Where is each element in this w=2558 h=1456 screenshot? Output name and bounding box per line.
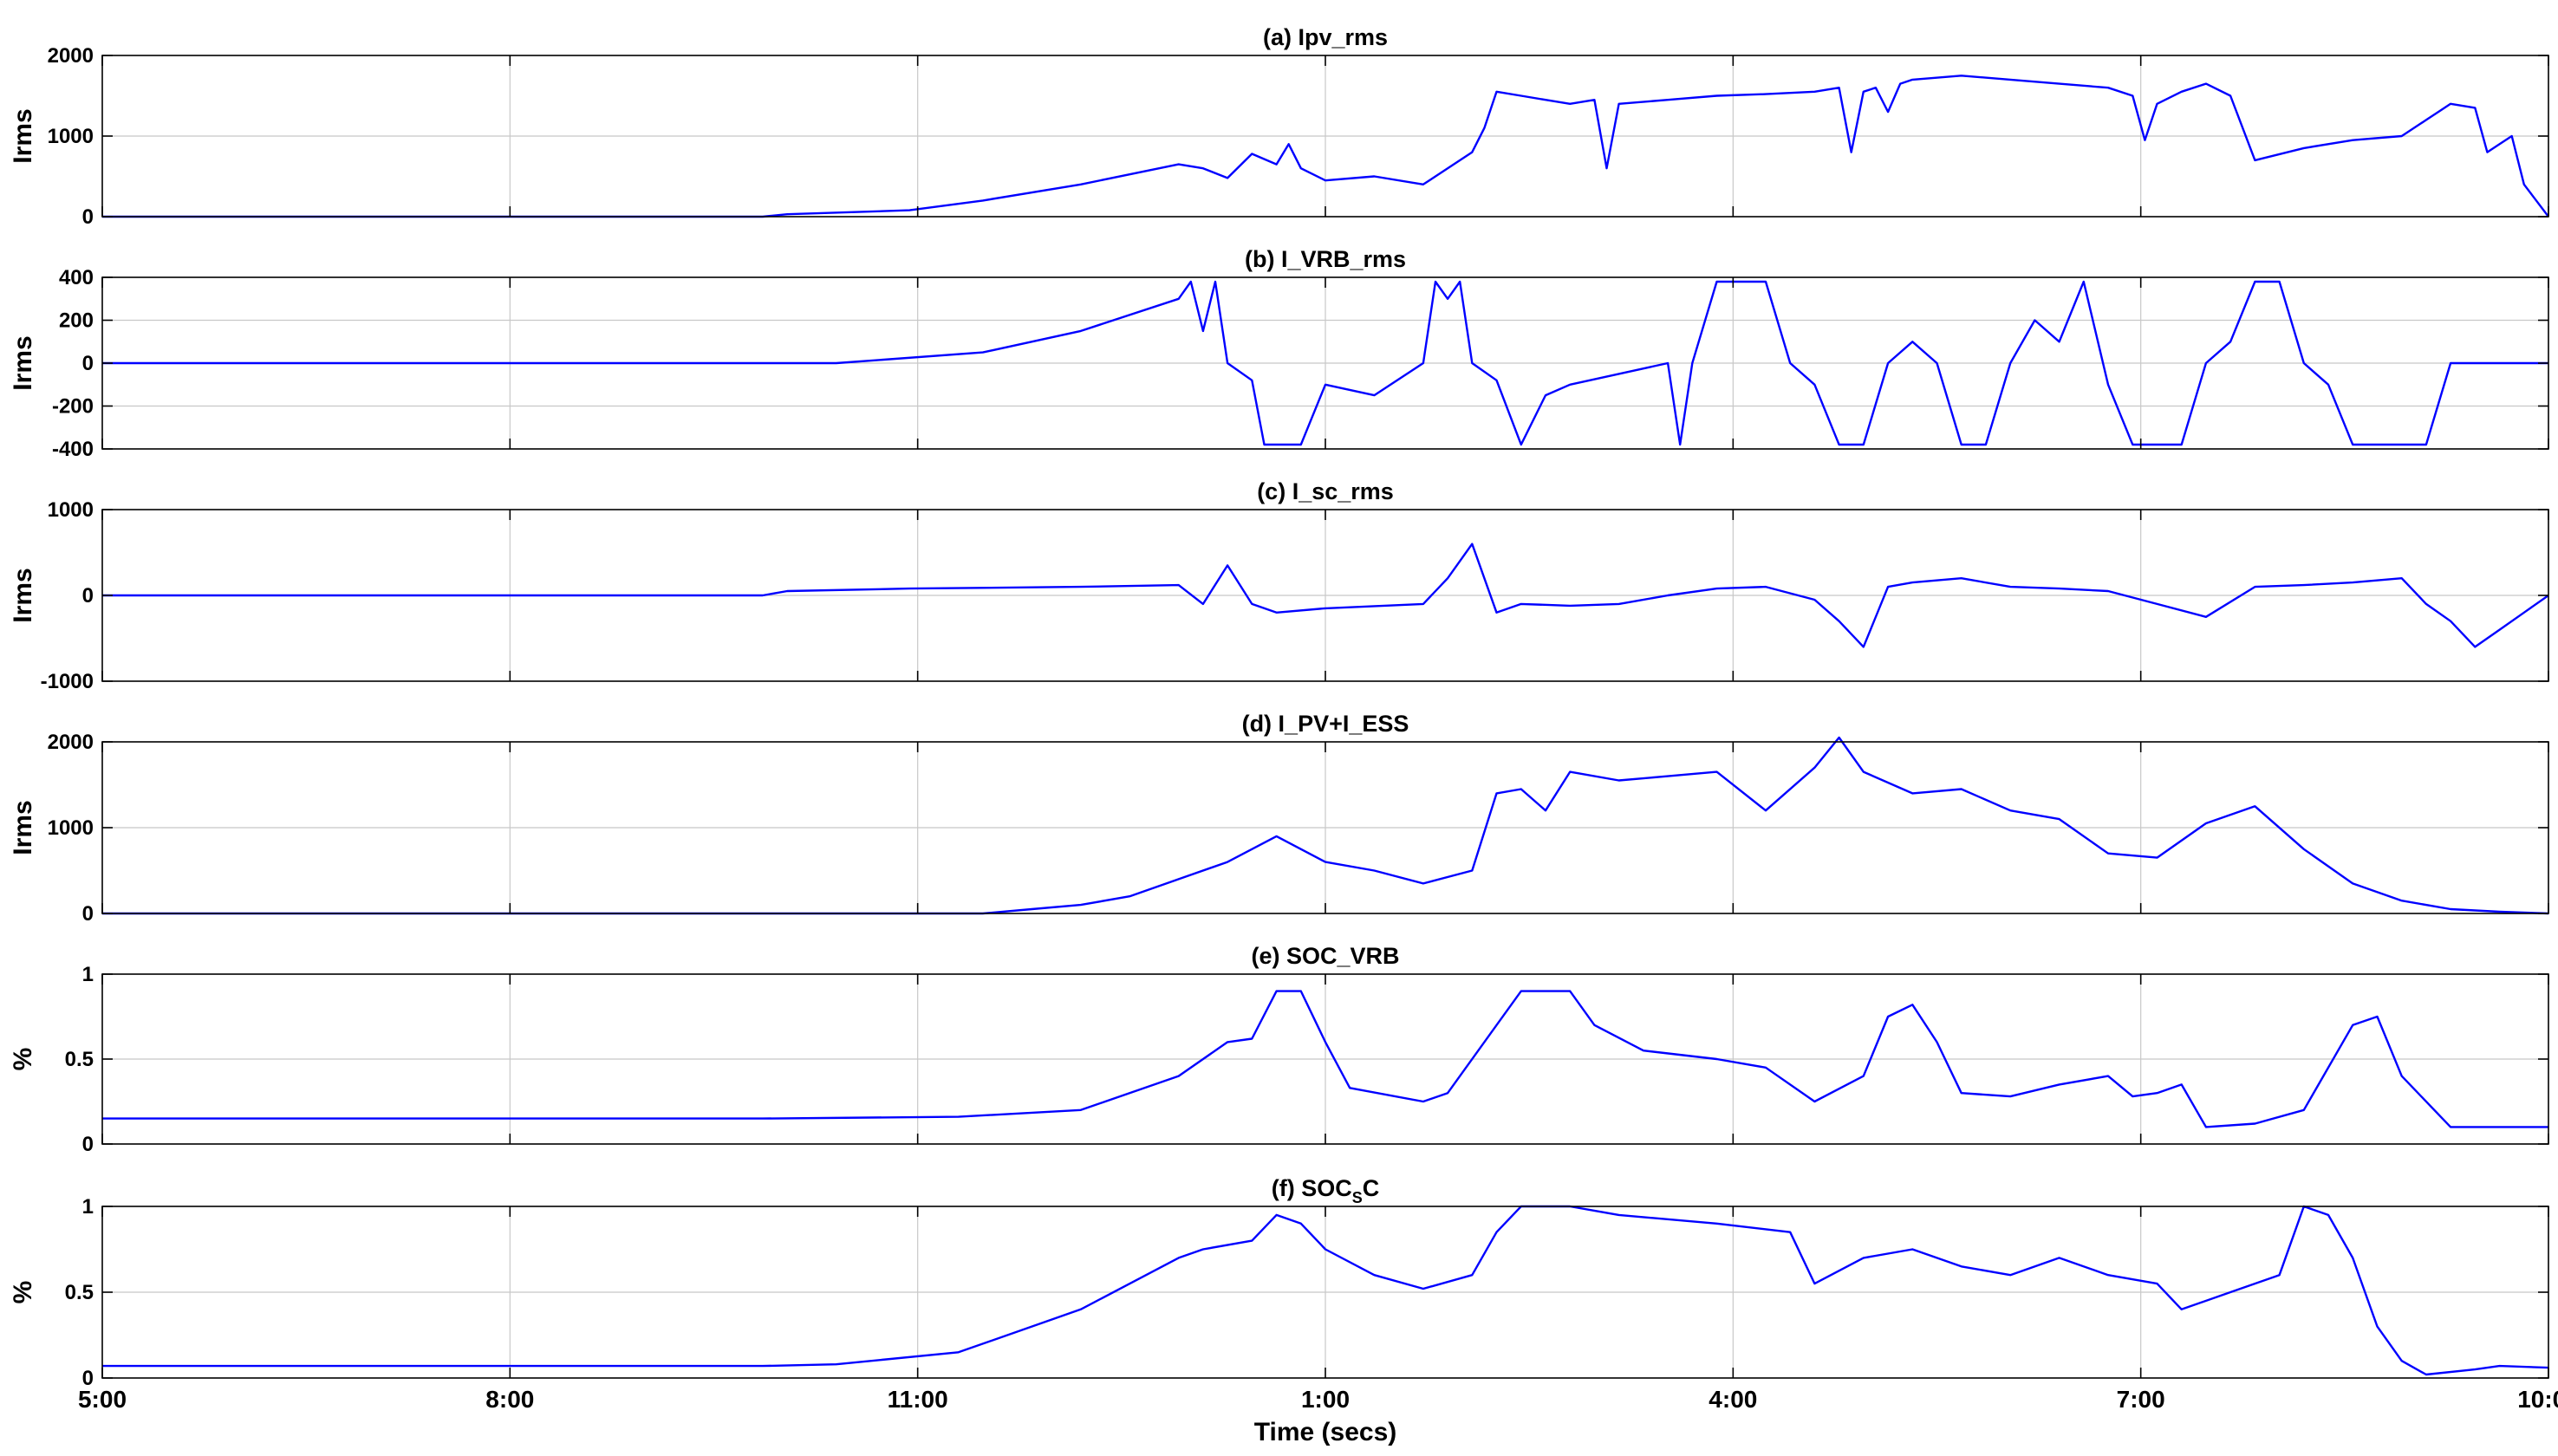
y-axis-label: % <box>9 1048 37 1071</box>
y-tick-label: 0 <box>82 902 94 926</box>
x-tick-label: 1:00 <box>1301 1386 1350 1413</box>
chart-panel-0: 0 1000 2000 (a) Ipv_rms Irms <box>9 24 2549 229</box>
y-axis-label: Irms <box>9 335 37 390</box>
chart-title-suffix: C <box>1363 1175 1380 1201</box>
y-axis-label: Irms <box>9 568 37 622</box>
chart-title: (b) I_VRB_rms <box>1245 246 1406 272</box>
y-tick-label: 0 <box>82 584 94 608</box>
y-tick-label: 0.5 <box>65 1281 94 1304</box>
y-axis-label: Irms <box>9 108 37 163</box>
y-tick-label: 1 <box>82 963 94 986</box>
chart-panel-3: 0 1000 2000 (d) I_PV+I_ESS Irms <box>9 711 2549 926</box>
series-line-1-0 <box>102 280 2548 446</box>
x-tick-label: 10:00 <box>2517 1386 2558 1413</box>
y-tick-label: 1000 <box>48 498 94 522</box>
series-line-5-0 <box>102 1205 2549 1376</box>
series-line-2-0 <box>102 543 2549 648</box>
y-tick-label: 200 <box>59 309 94 333</box>
chart-title: (c) I_sc_rms <box>1257 478 1394 504</box>
chart-title-subscript: S <box>1352 1189 1363 1206</box>
series-line-3-0 <box>102 736 2549 915</box>
x-tick-label: 5:00 <box>78 1386 127 1413</box>
x-tick-label: 11:00 <box>888 1386 948 1413</box>
chart-panel-4: 0 0.5 1 (e) SOC_VRB% <box>9 943 2549 1156</box>
chart-title: (f) SOCSC <box>1272 1175 1380 1206</box>
y-tick-label: 0 <box>82 1133 94 1156</box>
y-axis-label: % <box>9 1281 37 1304</box>
y-tick-label: 1000 <box>48 816 94 840</box>
x-tick-label: 7:00 <box>2117 1386 2165 1413</box>
y-tick-label: 0.5 <box>65 1048 94 1071</box>
y-tick-label: -400 <box>52 438 94 461</box>
y-tick-label: 1 <box>82 1195 94 1219</box>
y-tick-label: -200 <box>52 395 94 419</box>
y-tick-label: 0 <box>82 205 94 229</box>
y-tick-label: 1000 <box>48 125 94 148</box>
x-axis-label: Time (secs) <box>1254 1418 1397 1446</box>
y-axis-label: Irms <box>9 800 37 855</box>
series-line-0-0 <box>102 75 2549 218</box>
chart-panel-1: -400 -200 0 200 400 (b) I_VRB_rms Irms <box>9 246 2549 461</box>
chart-title: (d) I_PV+I_ESS <box>1242 711 1409 737</box>
series-line-4-0 <box>102 990 2548 1128</box>
y-tick-label: 2000 <box>48 44 94 68</box>
x-tick-label: 8:00 <box>485 1386 534 1413</box>
chart-panel-5: 0 0.5 1 (f) SOCSC% 5:00 8:00 11:00 1:00 4:00 7:00… <box>9 1175 2558 1446</box>
y-tick-label: -1000 <box>41 670 94 693</box>
x-tick-label: 4:00 <box>1709 1386 1757 1413</box>
y-tick-label: 2000 <box>48 731 94 754</box>
y-tick-label: 0 <box>82 1367 94 1390</box>
y-tick-label: 400 <box>59 266 94 289</box>
chart-panel-2: -1000 0 1000 (c) I_sc_rms Irms <box>9 478 2549 693</box>
chart-title: (e) SOC_VRB <box>1251 943 1399 969</box>
y-tick-label: 0 <box>82 352 94 375</box>
chart-title: (a) Ipv_rms <box>1263 24 1388 50</box>
